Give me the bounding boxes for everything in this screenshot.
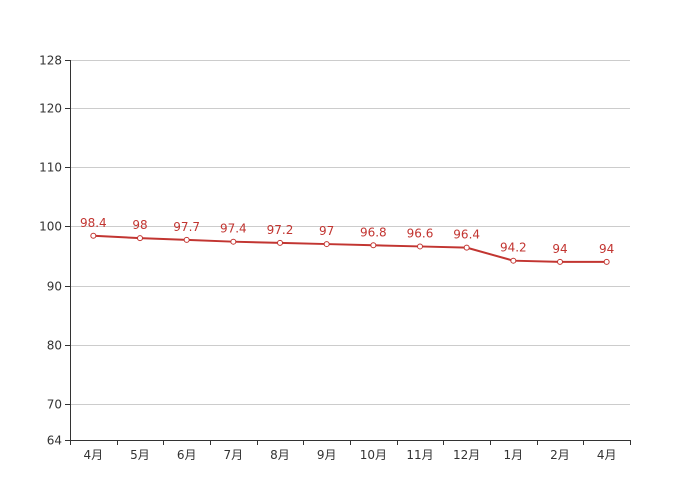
data-label: 94 — [552, 242, 567, 256]
x-tick-label: 8月 — [270, 448, 290, 462]
data-label: 94 — [599, 242, 614, 256]
x-tick-label: 11月 — [406, 448, 433, 462]
series-layer — [90, 232, 610, 265]
y-tick-label: 120 — [39, 102, 62, 116]
x-tick-label: 12月 — [453, 448, 480, 462]
data-point — [183, 236, 190, 243]
data-label: 94.2 — [500, 241, 527, 255]
y-tick-label: 110 — [39, 161, 62, 175]
data-point — [463, 244, 470, 251]
data-point — [370, 242, 377, 249]
x-tick-label: 4月 — [84, 448, 104, 462]
y-tick-label: 90 — [47, 280, 62, 294]
y-axis-ticks: 64 70 80 90 100 110 120 128 — [39, 54, 70, 448]
data-labels: 98.4 98 97.7 97.4 97.2 97 96.8 96.6 96.4 94.2 94 94 — [80, 216, 614, 256]
grid-lines — [70, 60, 630, 405]
data-point — [323, 241, 330, 248]
data-label: 96.6 — [407, 226, 434, 240]
x-tick-label: 9月 — [317, 448, 337, 462]
data-label: 97.2 — [267, 223, 294, 237]
x-tick-label: 5月 — [130, 448, 150, 462]
data-point — [417, 243, 423, 250]
data-point — [137, 235, 143, 242]
series-line — [93, 234, 607, 263]
data-label: 98.4 — [80, 216, 107, 230]
x-tick-label: 7月 — [224, 448, 244, 462]
x-tick-label: 6月 — [177, 448, 197, 462]
x-tick-label: 4月 — [597, 448, 617, 462]
data-label: 96.4 — [453, 228, 480, 242]
data-point — [90, 232, 97, 239]
data-point — [230, 238, 237, 245]
data-label: 96.8 — [360, 225, 387, 239]
data-label: 97.4 — [220, 222, 247, 236]
data-label: 97.7 — [173, 220, 200, 234]
data-point — [510, 257, 517, 264]
x-tick-label: 10月 — [360, 448, 387, 462]
x-tick-label: 1月 — [504, 448, 524, 462]
data-point — [603, 258, 610, 265]
x-axis-ticks: 4月 5月 6月 7月 8月 9月 10月 11月 12月 1月 2月 4月 — [70, 440, 631, 462]
y-tick-label: 100 — [39, 220, 62, 234]
data-label: 98 — [132, 218, 147, 232]
data-label: 97 — [319, 224, 334, 238]
axes — [70, 60, 630, 441]
y-tick-label: 64 — [47, 434, 62, 448]
y-tick-label: 70 — [47, 398, 62, 412]
y-tick-label: 80 — [47, 339, 62, 353]
y-tick-label: 128 — [39, 54, 62, 68]
data-point — [277, 239, 283, 246]
data-point — [557, 258, 563, 265]
x-tick-label: 2月 — [550, 448, 570, 462]
